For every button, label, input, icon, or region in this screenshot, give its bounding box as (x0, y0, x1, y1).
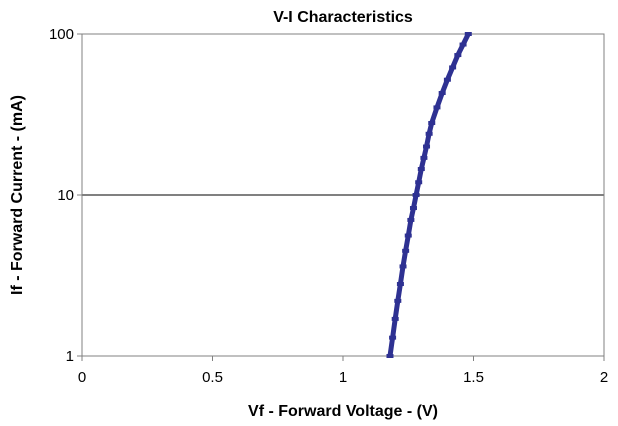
data-point (391, 316, 399, 321)
data-point (394, 298, 402, 303)
data-point (386, 354, 394, 358)
data-point (428, 121, 436, 126)
x-tick-label: 2 (600, 369, 608, 386)
x-tick-label: 0 (78, 369, 86, 386)
data-point (438, 91, 446, 96)
data-point (412, 193, 420, 197)
data-point (407, 217, 415, 222)
x-tick-label: 0.5 (202, 369, 223, 386)
data-point (396, 282, 404, 287)
x-axis-label: Vf - Forward Voltage - (V) (248, 403, 438, 420)
y-axis-ticks: 1 10 100 (49, 26, 82, 365)
y-tick-label: 1 (66, 348, 74, 365)
data-point (409, 206, 417, 211)
data-point (404, 233, 412, 238)
series-line-0 (387, 32, 471, 357)
data-point (399, 264, 407, 269)
data-point (389, 335, 397, 340)
y-axis-label: If - Forward Current - (mA) (9, 95, 26, 295)
series-layer (386, 32, 472, 358)
data-point (423, 144, 431, 149)
data-point (433, 105, 441, 110)
data-point (449, 65, 457, 70)
x-tick-label: 1.5 (463, 369, 484, 386)
data-point (425, 131, 433, 136)
data-point (464, 32, 472, 36)
data-point (417, 167, 425, 172)
x-axis-ticks: 0 0.5 1 1.5 2 (78, 356, 608, 386)
data-point (454, 53, 462, 58)
chart-title: V-I Characteristics (273, 9, 413, 26)
data-point (443, 77, 451, 82)
data-point (420, 155, 428, 160)
y-tick-label: 100 (49, 26, 74, 43)
y-tick-label: 10 (57, 187, 74, 204)
data-point (402, 248, 410, 253)
data-point (415, 180, 423, 185)
x-tick-label: 1 (339, 369, 347, 386)
data-point (459, 42, 467, 47)
